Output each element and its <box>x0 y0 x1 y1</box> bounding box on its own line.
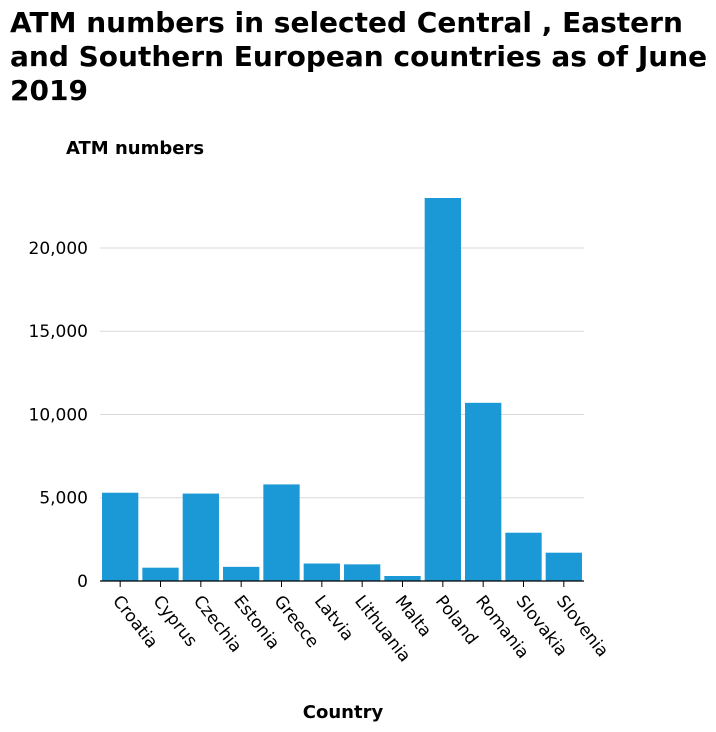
y-tick-label: 0 <box>77 572 88 592</box>
bar-poland <box>424 198 461 581</box>
y-tick-label: 10,000 <box>29 405 88 425</box>
x-tick-label: Poland <box>431 592 482 649</box>
y-tick-label: 15,000 <box>29 322 88 342</box>
bar-romania <box>465 402 502 581</box>
x-axis-title: Country <box>303 702 384 723</box>
chart-title: ATM numbers in selected Central , Easter… <box>10 6 708 107</box>
bar-estonia <box>223 566 260 581</box>
bar-croatia <box>102 492 139 581</box>
y-tick-labels: 0 5,000 10,000 15,000 20,000 <box>29 239 88 592</box>
bar-slovenia <box>545 552 582 581</box>
y-tick-label: 20,000 <box>29 239 88 259</box>
bar-slovakia <box>505 532 542 581</box>
bar-malta <box>384 576 421 581</box>
gridlines <box>100 247 584 499</box>
x-axis <box>100 580 584 587</box>
bar-czechia <box>182 493 219 581</box>
y-tick-label: 5,000 <box>39 489 88 509</box>
bar-greece <box>263 484 300 581</box>
bar-cyprus <box>142 567 179 581</box>
x-tick-labels: CroatiaCyprusCzechiaEstoniaGreeceLatviaL… <box>108 592 612 666</box>
bar-latvia <box>303 563 340 581</box>
y-axis-title: ATM numbers <box>66 138 204 159</box>
bars <box>102 198 582 581</box>
bar-lithuania <box>344 564 381 581</box>
